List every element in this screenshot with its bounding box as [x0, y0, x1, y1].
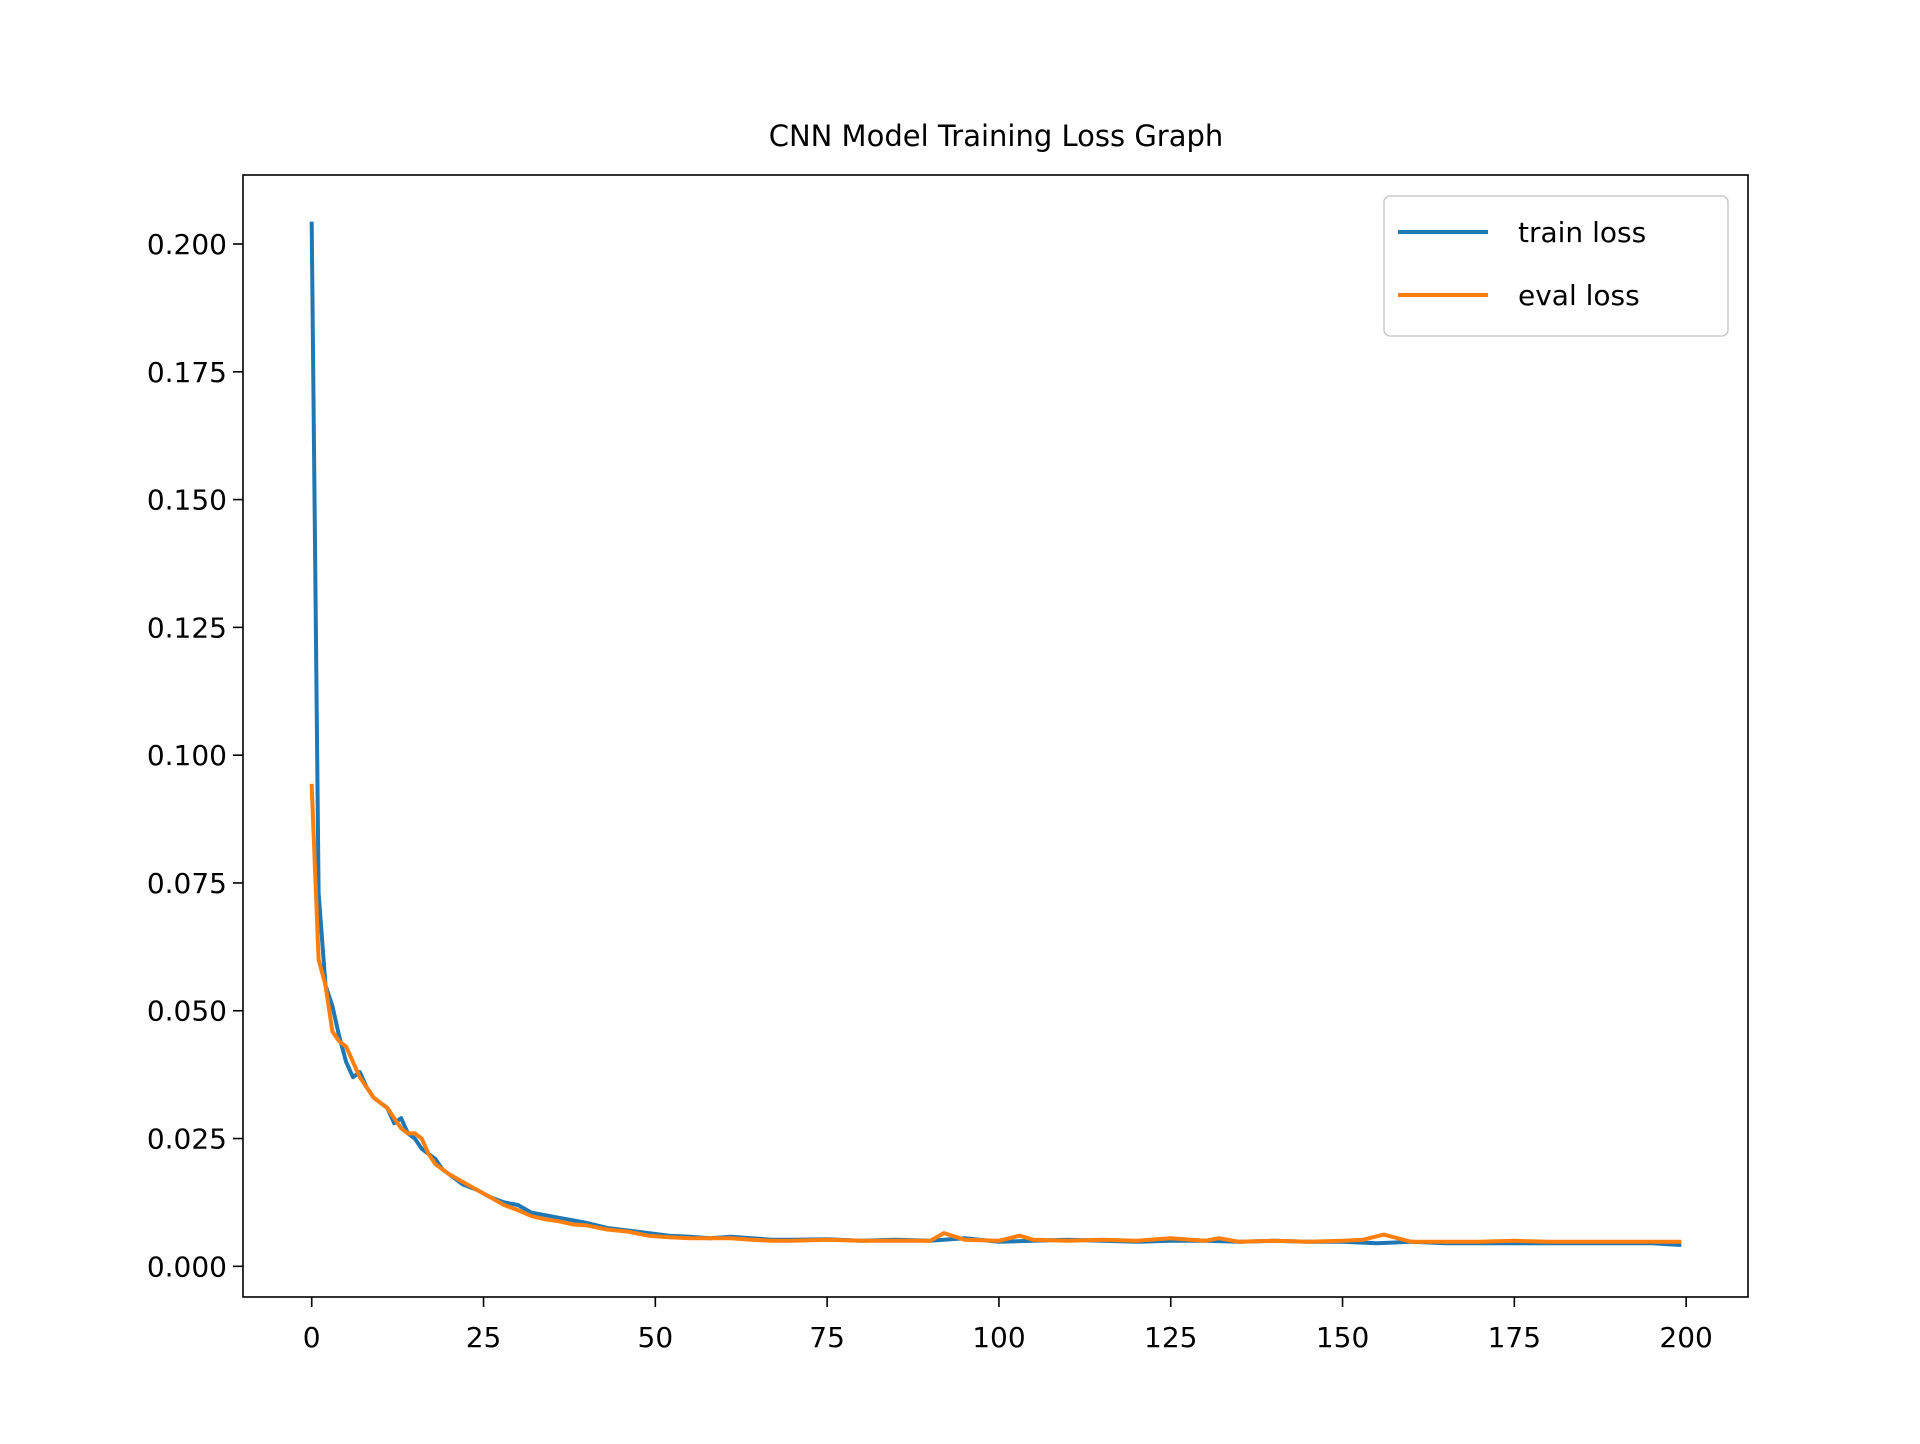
- y-tick-label: 0.000: [147, 1250, 227, 1283]
- y-axis: 0.000 0.025 0.050 0.075 0.100 0.125 0.150 0.175…: [147, 228, 243, 1283]
- y-tick-label: 0.075: [147, 867, 227, 900]
- x-tick-label: 75: [809, 1321, 845, 1354]
- y-tick-label: 0.100: [147, 739, 227, 772]
- series-line-eval-loss: [309, 783, 1682, 1244]
- plot-area-frame: [242, 174, 1749, 1298]
- y-tick-label: 0.200: [147, 228, 227, 261]
- x-tick-label: 150: [1316, 1321, 1369, 1354]
- x-tick-label: 0: [303, 1321, 321, 1354]
- x-tick-label: 50: [638, 1321, 674, 1354]
- y-tick-label: 0.125: [147, 611, 227, 644]
- chart-title: CNN Model Training Loss Graph: [769, 119, 1224, 153]
- x-tick-label: 25: [466, 1321, 502, 1354]
- y-tick-label: 0.050: [147, 995, 227, 1028]
- legend: train loss eval loss: [1383, 195, 1729, 337]
- legend-label-eval-loss: eval loss: [1518, 279, 1640, 312]
- x-tick-label: 100: [972, 1321, 1025, 1354]
- x-tick-label: 175: [1488, 1321, 1541, 1354]
- x-tick-label: 125: [1144, 1321, 1197, 1354]
- y-tick-label: 0.025: [147, 1123, 227, 1156]
- legend-label-train-loss: train loss: [1518, 216, 1646, 249]
- x-tick-label: 200: [1659, 1321, 1712, 1354]
- y-tick-label: 0.150: [147, 484, 227, 517]
- y-tick-label: 0.175: [147, 356, 227, 389]
- series-layer: [309, 221, 1682, 1248]
- x-axis: 0 25 50 75 100 125 150 175 200: [303, 1297, 1713, 1354]
